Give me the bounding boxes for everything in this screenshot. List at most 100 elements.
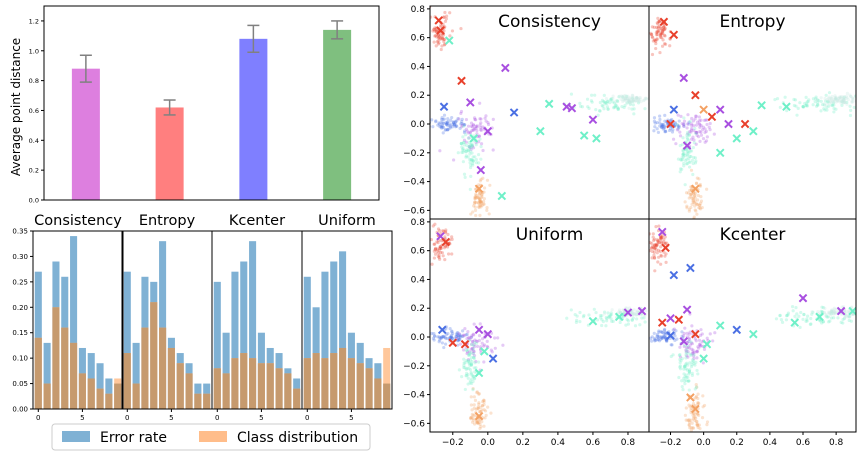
embedding-point xyxy=(455,331,459,335)
embedding-point xyxy=(444,14,449,18)
embedding-point xyxy=(448,11,452,15)
embedding-point xyxy=(678,365,682,369)
embedding-point xyxy=(688,405,692,409)
embedding-point xyxy=(476,406,480,410)
scatter-ytick-label: 0.8 xyxy=(411,218,426,228)
embedding-point xyxy=(477,196,481,200)
embedding-point xyxy=(482,398,486,402)
embedding-point xyxy=(470,415,474,419)
embedding-point xyxy=(635,317,639,321)
embedding-point xyxy=(655,38,659,42)
embedding-point xyxy=(651,235,655,239)
embedding-point xyxy=(681,153,685,157)
embedding-point xyxy=(456,336,460,340)
embedding-point xyxy=(700,205,704,210)
embedding-point xyxy=(698,184,703,188)
embedding-point xyxy=(686,351,690,355)
embedding-point xyxy=(466,131,470,135)
embedding-point xyxy=(440,341,444,345)
embedding-point xyxy=(849,108,853,112)
embedding-point xyxy=(822,310,827,315)
embedding-point xyxy=(458,335,462,340)
embedding-point xyxy=(465,148,469,152)
embedding-point xyxy=(433,247,438,251)
embedding-point xyxy=(690,137,694,141)
scatter-xtick-label: 0.8 xyxy=(621,438,636,448)
embedding-point xyxy=(815,98,819,102)
embedding-point xyxy=(450,329,454,333)
embedding-point xyxy=(696,345,700,349)
embedding-point xyxy=(643,96,647,100)
embedding-point xyxy=(450,115,454,120)
embedding-point xyxy=(850,100,854,104)
embedding-point xyxy=(693,415,697,419)
selected-sample-marker xyxy=(740,119,750,129)
embedding-point xyxy=(482,424,486,428)
selected-sample-marker xyxy=(637,306,647,316)
embedding-point xyxy=(690,324,694,328)
embedding-point xyxy=(443,244,447,248)
scatter-title-entropy: Entropy xyxy=(719,12,785,32)
embedding-point xyxy=(463,129,467,133)
embedding-point xyxy=(659,245,663,249)
embedding-point xyxy=(624,94,629,98)
embedding-point xyxy=(478,199,482,203)
embedding-point xyxy=(678,134,683,138)
embedding-point xyxy=(487,212,491,216)
embedding-point xyxy=(660,125,664,129)
embedding-point xyxy=(436,251,440,255)
embedding-point xyxy=(475,125,479,129)
embedding-point xyxy=(698,342,702,346)
embedding-point xyxy=(829,99,833,103)
embedding-point xyxy=(446,232,450,237)
embedding-point xyxy=(697,206,701,210)
embedding-point xyxy=(696,424,700,428)
selected-sample-marker xyxy=(691,329,700,339)
embedding-point xyxy=(694,202,698,206)
embedding-point xyxy=(852,105,856,110)
embedding-point xyxy=(652,256,657,260)
embedding-point xyxy=(472,376,476,380)
embedding-point xyxy=(434,119,438,123)
embedding-point xyxy=(683,413,687,417)
embedding-point xyxy=(475,421,479,425)
scatter-ytick-label: 0.6 xyxy=(411,247,426,257)
embedding-point xyxy=(689,428,694,432)
embedding-point xyxy=(617,310,621,314)
embedding-point xyxy=(660,123,664,128)
embedding-point xyxy=(479,201,483,205)
embedding-point xyxy=(443,128,447,132)
embedding-point xyxy=(694,385,699,389)
embedding-point xyxy=(450,29,455,33)
embedding-point xyxy=(686,113,690,117)
embedding-point xyxy=(480,408,484,412)
embedding-point xyxy=(702,347,707,351)
embedding-point xyxy=(847,314,851,318)
selected-sample-marker xyxy=(436,26,445,35)
embedding-point xyxy=(662,24,666,28)
embedding-point xyxy=(473,208,478,212)
embedding-point xyxy=(693,117,697,121)
embedding-point xyxy=(574,320,579,324)
embedding-point xyxy=(697,119,702,123)
embedding-point xyxy=(656,239,660,243)
embedding-point xyxy=(690,347,694,351)
embedding-point xyxy=(611,100,615,104)
embedding-point xyxy=(650,246,654,250)
embedding-point xyxy=(692,201,697,205)
embedding-point xyxy=(613,105,617,109)
embedding-point xyxy=(796,106,800,110)
selected-sample-marker xyxy=(474,411,484,421)
embedding-point xyxy=(656,240,661,244)
embedding-point xyxy=(462,363,466,367)
embedding-point xyxy=(827,99,831,103)
embedding-point xyxy=(692,415,696,419)
embedding-point xyxy=(452,121,456,125)
embedding-point xyxy=(443,230,448,234)
embedding-point xyxy=(464,374,468,378)
embedding-point xyxy=(468,160,472,165)
embedding-point xyxy=(693,193,697,197)
embedding-point xyxy=(482,197,486,201)
embedding-point xyxy=(474,213,478,218)
embedding-point xyxy=(705,135,709,139)
